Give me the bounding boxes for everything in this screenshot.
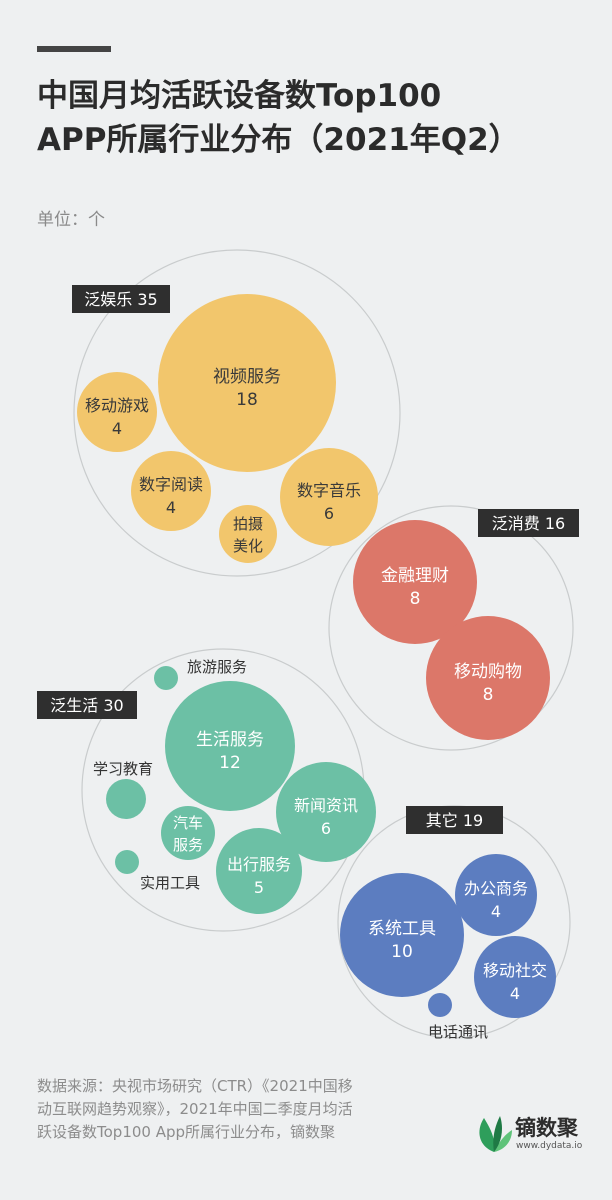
- brand-logo[interactable]: 镝数聚 www.dydata.io: [474, 1110, 604, 1160]
- group-1-item-1-value: 8: [483, 685, 494, 705]
- group-2-label: 泛生活 30: [50, 696, 123, 715]
- source-note: 数据来源：央视市场研究（CTR）《2021中国移 动互联网趋势观察》，2021年…: [37, 1075, 447, 1144]
- leaf-logo-icon: [479, 1116, 512, 1152]
- group-2-item-3-bubble: [276, 762, 376, 862]
- group-3-item-0-bubble: [455, 854, 537, 936]
- group-0-item-4-bubble: [280, 448, 378, 546]
- source-line-3: 跃设备数Top100 App所属行业分布，镝数聚: [37, 1123, 336, 1141]
- group-2-item-4-label: 汽车: [173, 814, 203, 832]
- group-0-item-3-label-2: 美化: [233, 537, 263, 555]
- group-0-item-2-bubble: [131, 451, 211, 531]
- group-2-item-5-label: 实用工具: [140, 874, 200, 892]
- group-2-item-1-bubble: [165, 681, 295, 811]
- group-2-item-4-label-2: 服务: [173, 836, 203, 854]
- group-0-label-box: [72, 285, 170, 313]
- group-1-item-1-bubble: [426, 616, 550, 740]
- group-1-item-0-bubble: [353, 520, 477, 644]
- group-2-item-6-value: 5: [254, 878, 264, 897]
- source-line-2: 动互联网趋势观察》，2021年中国二季度月均活: [37, 1100, 353, 1118]
- group-3-item-1-label: 系统工具: [368, 919, 436, 939]
- group-3-item-2-value: 4: [510, 984, 520, 1003]
- group-2-item-3-value: 6: [321, 819, 331, 838]
- group-2-item-1-label: 生活服务: [196, 730, 264, 750]
- unit-label: 单位：个: [37, 210, 105, 230]
- group-0-item-1-label: 移动游戏: [85, 396, 149, 415]
- group-3-item-2-bubble: [474, 936, 556, 1018]
- group-1-item-1-label: 移动购物: [454, 662, 522, 682]
- group-1-label: 泛消费 16: [492, 514, 565, 533]
- group-3-item-3-bubble: [428, 993, 452, 1017]
- group-3-label: 其它 19: [426, 811, 483, 830]
- group-3-item-1-bubble: [340, 873, 464, 997]
- logo-url: www.dydata.io: [516, 1141, 583, 1151]
- group-3-item-0-value: 4: [491, 902, 501, 921]
- group-2-item-2-label: 学习教育: [93, 760, 153, 778]
- title-line-2: APP所属行业分布（2021年Q2）: [37, 122, 520, 158]
- group-2-item-6-label: 出行服务: [227, 855, 291, 874]
- group-0-item-2-label: 数字阅读: [139, 475, 203, 494]
- group-3-item-1-value: 10: [391, 942, 413, 962]
- group-0-item-0-value: 18: [236, 390, 258, 410]
- group-2-item-4-bubble: [161, 806, 215, 860]
- group-0-item-1-bubble: [77, 372, 157, 452]
- page-title: 中国月均活跃设备数Top100 APP所属行业分布（2021年Q2）: [37, 74, 597, 162]
- group-0-item-4-label: 数字音乐: [297, 481, 361, 500]
- group-1-item-0-label: 金融理财: [381, 566, 449, 586]
- group-0-outline: [73, 249, 401, 577]
- logo-name: 镝数聚: [515, 1116, 578, 1140]
- group-2-item-6-bubble: [216, 828, 302, 914]
- title-line-1: 中国月均活跃设备数Top100: [37, 78, 442, 114]
- group-0-item-3-bubble: [219, 505, 277, 563]
- group-3-label-box: [406, 806, 503, 834]
- group-2-item-0-label: 旅游服务: [187, 658, 247, 676]
- group-2-label-box: [37, 691, 137, 719]
- group-1-outline: [328, 505, 574, 751]
- group-1-label-box: [478, 509, 579, 537]
- group-0-item-0-bubble: [158, 294, 336, 472]
- group-2-item-0-bubble: [154, 666, 178, 690]
- group-0-item-4-value: 6: [324, 504, 334, 523]
- group-0-item-2-value: 4: [166, 498, 176, 517]
- group-2-item-3-label: 新闻资讯: [294, 796, 358, 815]
- group-2-item-5-bubble: [115, 850, 139, 874]
- group-1-item-0-value: 8: [410, 589, 421, 609]
- source-line-1: 数据来源：央视市场研究（CTR）《2021中国移: [37, 1077, 353, 1095]
- group-2-item-1-value: 12: [219, 753, 241, 773]
- group-0-item-3-label: 拍摄: [233, 515, 263, 533]
- group-0-item-0-label: 视频服务: [213, 367, 281, 387]
- accent-bar: [37, 46, 111, 52]
- group-0-label: 泛娱乐 35: [84, 290, 157, 309]
- group-0-item-1-value: 4: [112, 419, 122, 438]
- group-3-item-2-label: 移动社交: [483, 961, 547, 980]
- group-3-item-0-label: 办公商务: [464, 879, 528, 898]
- group-3-item-3-label: 电话通讯: [428, 1023, 488, 1041]
- group-2-item-2-bubble: [106, 779, 146, 819]
